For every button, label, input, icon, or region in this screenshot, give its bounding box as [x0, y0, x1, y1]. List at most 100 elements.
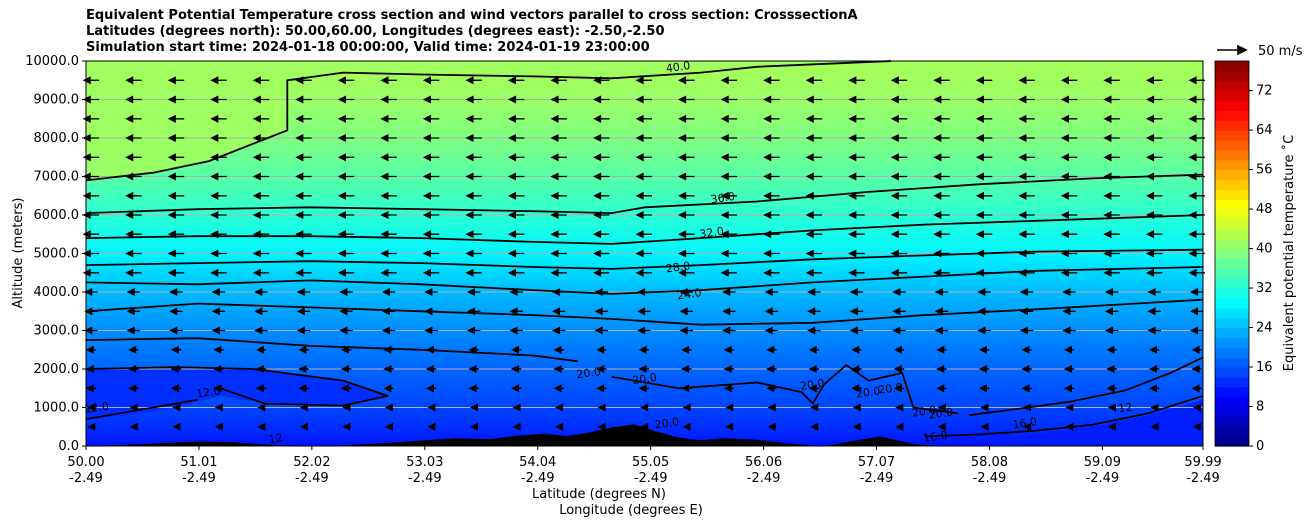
wind-vector [84, 307, 98, 316]
wind-vector [254, 307, 268, 316]
wind-vector [257, 403, 266, 412]
wind-vector [554, 422, 564, 431]
contour-label: 16.0 [1012, 415, 1038, 431]
wind-vector [252, 249, 270, 258]
wind-vector [637, 287, 651, 297]
colorbar-tick-label: 16 [1256, 360, 1273, 375]
wind-vector [469, 422, 479, 431]
wind-vector [635, 172, 652, 181]
wind-vector [82, 172, 100, 181]
wind-vector [507, 191, 525, 200]
wind-vector [848, 249, 865, 258]
wind-vector [82, 249, 100, 258]
wind-vector [380, 153, 397, 162]
chart-title-line-3: Simulation start time: 2024-01-18 00:00:… [86, 40, 650, 55]
wind-vector [980, 422, 989, 431]
wind-vector [553, 345, 564, 354]
contour-line [611, 364, 959, 415]
wind-vector [635, 249, 652, 258]
wind-vector [337, 191, 355, 200]
colorbar-band [1215, 209, 1249, 220]
wind-vector [128, 345, 139, 354]
wind-vector [1103, 268, 1120, 277]
wind-vector [1018, 191, 1035, 200]
wind-vector [807, 287, 821, 297]
wind-vector [170, 384, 182, 393]
wind-vector [890, 268, 908, 277]
contour-label: 20.0 [576, 365, 602, 381]
terrain-layer [86, 424, 1203, 446]
x-tick-label-lon: -2.49 [860, 471, 894, 486]
wind-vector [295, 172, 312, 181]
wind-vector [1060, 114, 1078, 123]
wind-vector [465, 153, 482, 162]
wind-vector [810, 403, 819, 412]
wind-vector [1103, 249, 1120, 258]
wind-vector [551, 307, 566, 316]
wind-vector [211, 307, 226, 316]
wind-vector [720, 153, 738, 162]
wind-vector [678, 133, 695, 143]
colorbar-band [1215, 278, 1249, 289]
colorbar-band [1215, 396, 1249, 408]
wind-vector [1060, 153, 1078, 162]
wind-vector [255, 364, 267, 374]
wind-vector [1191, 384, 1202, 393]
wind-vector [678, 153, 695, 162]
wind-vector [593, 268, 610, 277]
wind-vector [383, 384, 394, 393]
wind-vector [1189, 307, 1204, 316]
colorbar-band [1215, 61, 1249, 72]
wind-vector [422, 210, 440, 220]
wind-vector [422, 268, 440, 277]
colorbar-band [1215, 288, 1249, 299]
wind-vector [295, 268, 312, 277]
wind-vector [167, 95, 185, 104]
colorbar-tick-label: 56 [1256, 163, 1273, 178]
colorbar-layer: 0 8 16 24 32 40 48 56 64 72 Equivalent potential t… [1214, 44, 1303, 454]
wind-vector [720, 172, 738, 181]
wind-vector [1145, 76, 1163, 85]
wind-vector [890, 172, 908, 181]
wind-vector [720, 230, 738, 239]
wind-vector [125, 172, 142, 181]
y-tick-label: 2000.0 [34, 362, 80, 377]
colorbar-band [1215, 70, 1249, 82]
wind-vector [380, 191, 397, 200]
wind-vector [339, 287, 353, 297]
wind-vector [890, 95, 908, 104]
wind-vector [210, 153, 227, 162]
wind-vector [167, 114, 185, 123]
wind-vector [257, 422, 266, 431]
wind-vector [720, 268, 738, 277]
contour-label: 12 [1118, 400, 1134, 415]
wind-vector [977, 307, 991, 316]
contour-label: 24.0 [676, 286, 702, 302]
wind-vector [255, 345, 267, 354]
wind-vector [1018, 230, 1035, 239]
y-axis-label: Altitude (meters) [11, 198, 26, 309]
wind-vector [849, 326, 864, 335]
wind-vector [82, 268, 100, 277]
wind-vector [805, 114, 823, 123]
contour-label: 20.0 [878, 380, 904, 396]
contour-label: 20.0 [632, 371, 658, 387]
y-tick-label: 6000.0 [34, 208, 80, 223]
wind-vector [1103, 76, 1120, 85]
wind-vector [937, 403, 946, 412]
wind-vector [852, 403, 861, 412]
wind-vector [805, 133, 823, 143]
wind-vector [1191, 364, 1202, 374]
colorbar-band [1215, 297, 1249, 309]
wind-vector [1022, 403, 1031, 412]
wind-vector [252, 210, 270, 220]
wind-vector [380, 210, 397, 220]
colorbar-band [1215, 376, 1249, 388]
colorbar-frame [1214, 60, 1250, 447]
wind-vector [169, 307, 183, 316]
wind-vector [295, 114, 312, 123]
wind-vector [172, 403, 181, 412]
x-tick-label-lon: -2.49 [634, 471, 668, 486]
wind-vector [82, 114, 100, 123]
wind-vector [1060, 95, 1078, 104]
